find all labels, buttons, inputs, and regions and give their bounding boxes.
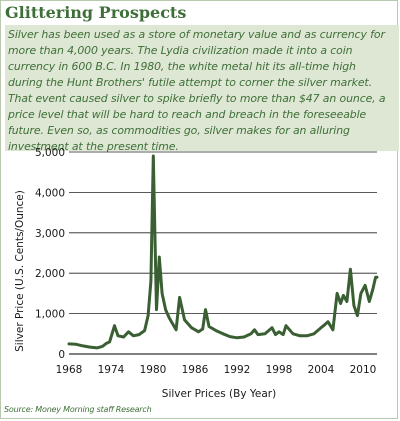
y-tick-label: 3,000 [35, 228, 65, 240]
x-tick-label: 1980 [140, 364, 167, 376]
gridlines [69, 151, 377, 355]
x-tick-label: 1974 [98, 364, 125, 376]
y-tick-label: 4,000 [35, 187, 65, 199]
page-title: Glittering Prospects [5, 3, 187, 22]
x-tick-label: 1998 [266, 364, 293, 376]
x-axis-label: Silver Prices (By Year) [162, 388, 276, 400]
y-tick-label: 2,000 [35, 268, 65, 280]
y-tick-label: 5,000 [35, 147, 65, 159]
description-box: Silver has been used as a store of monet… [5, 25, 399, 153]
x-tick-label: 1992 [224, 364, 251, 376]
source-note: Source: Money Morning staff Research [4, 405, 152, 414]
y-tick-label: 0 [58, 349, 65, 361]
series-line [67, 154, 379, 350]
y-axis-ticks: 0 1,000 2,000 3,000 4,000 5,000 [35, 147, 65, 361]
x-tick-label: 1986 [182, 364, 209, 376]
y-axis-label: Silver Price (U.S. Cents/Ounce) [14, 190, 26, 352]
y-tick-label: 1,000 [35, 309, 65, 321]
x-tick-label: 2004 [308, 364, 335, 376]
x-tick-label: 1968 [56, 364, 83, 376]
x-axis-ticks: 1968 1974 1980 1986 1992 1998 2004 2010 [56, 364, 377, 376]
x-tick-label: 2010 [350, 364, 377, 376]
